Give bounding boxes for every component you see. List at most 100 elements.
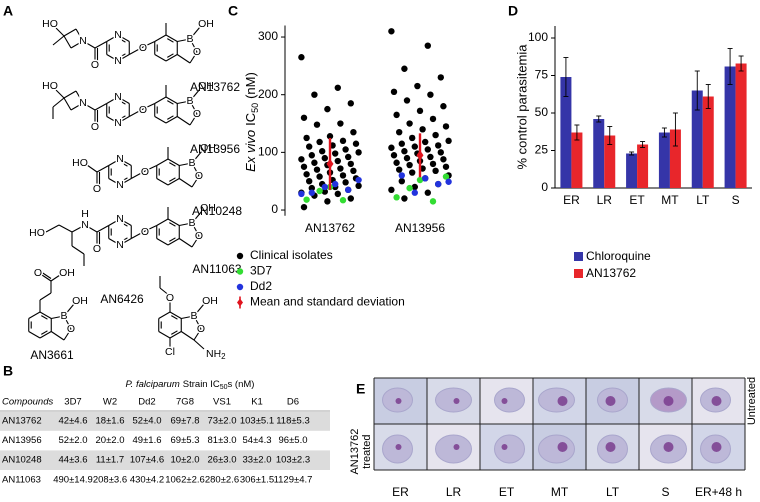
data-point [393,159,400,166]
y-axis-label: Ex vivo IC50 (nM) [243,72,260,172]
bond [128,46,144,55]
atom-label: O [93,183,101,195]
bond [189,38,198,53]
bond [154,96,167,104]
data-point [321,183,328,191]
row-label: AN13762 [349,429,361,475]
data-point [401,195,408,202]
bond [167,218,180,226]
x-tick-label: AN13956 [395,221,445,235]
bond [58,224,73,233]
x-tick-label: LR [597,193,613,207]
atom-label: NH [206,348,221,360]
bond [130,170,146,179]
data-point [445,178,452,185]
data-point [355,149,362,156]
bond [191,150,203,164]
data-point [409,134,416,142]
data-point [311,91,318,98]
bond [119,158,132,166]
bond [156,238,169,246]
bond [165,34,178,42]
data-point [326,133,334,140]
data-point [345,153,352,161]
atom-label: N [116,153,124,165]
bond [117,96,130,104]
bond [165,54,178,62]
bar [560,77,572,188]
bond [154,116,167,124]
panel-label: B [3,363,13,379]
atom-label: B [186,95,193,107]
bond [84,224,98,233]
bond [154,34,167,42]
bond [191,235,200,248]
atom-label: O [195,230,203,242]
bond [63,315,72,330]
bond [119,218,132,226]
legend-swatch [574,252,583,261]
data-point [308,184,315,192]
table-cell: 33±2.0 [243,455,272,466]
bond [108,178,121,186]
data-point [406,161,413,169]
bond [193,339,205,350]
data-point [398,140,405,147]
bond [71,245,85,255]
atom-label: HO [29,227,45,239]
data-point [406,184,413,192]
bond [169,162,176,167]
data-point [432,167,439,175]
data-point [419,126,426,133]
bond [159,287,171,297]
data-point [442,123,450,130]
data-point [332,180,339,188]
table-cell: 52±2.0 [59,435,88,446]
bond [178,178,193,188]
panel-label: E [356,381,365,397]
row-shade [0,411,330,431]
bond [63,328,72,341]
data-point [422,175,429,182]
bond [191,210,203,224]
bond [169,177,176,182]
table-cell: 118±5.3 [276,416,310,427]
column-header: D6 [287,397,299,408]
bond [191,162,200,177]
bond [75,28,84,42]
column-header: 3D7 [64,397,81,408]
table-cell: AN11063 [2,474,41,485]
y-label-part: Ex vivo [243,130,258,172]
data-point [316,187,323,195]
parasite [663,396,674,406]
atom-label: O [197,323,205,335]
data-point [396,128,403,136]
bond [142,41,155,48]
table-cell: 69±7.8 [171,416,200,427]
atom-label: HO [42,80,58,92]
bar [637,144,649,188]
parasite [395,444,402,450]
data-point [416,176,424,184]
bond [108,158,121,166]
row-label: treated [361,434,373,468]
y-tick-label: 300 [258,29,278,43]
table-cell: 54±4.3 [243,435,272,446]
data-point [298,190,305,198]
data-point [324,198,331,205]
column-label: LT [606,485,620,499]
data-point [390,88,398,96]
data-point [319,148,326,155]
data-point [311,159,318,166]
x-tick-label: MT [661,193,679,207]
column-label: ER+48 h [695,485,742,499]
table-cell: 103±5.1 [240,416,274,427]
compound-name: AN6426 [100,292,144,306]
y-tick-label: 200 [258,87,278,101]
x-tick-label: ET [629,193,645,207]
title-part: P. falciparum [126,379,180,390]
atom-label: O [139,42,147,54]
atom-label: N [114,91,122,103]
bond [189,113,198,126]
data-point [409,169,416,176]
